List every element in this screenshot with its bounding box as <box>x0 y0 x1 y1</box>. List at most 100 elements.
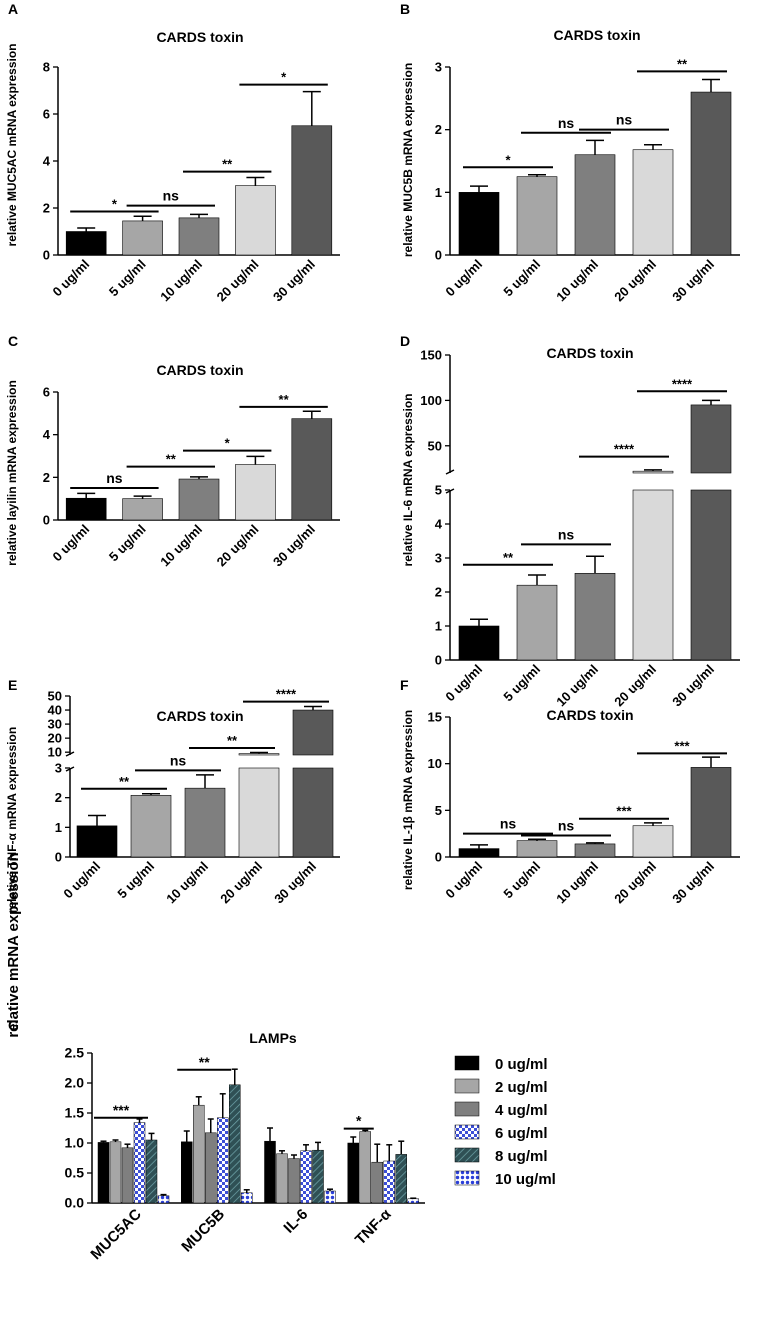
bar <box>157 1195 170 1204</box>
y-tick-label: 2 <box>55 790 62 805</box>
x-tick-label: 10 ug/ml <box>553 662 601 710</box>
bar <box>178 217 220 256</box>
bar <box>292 767 334 858</box>
x-tick-label: 20 ug/ml <box>214 257 262 305</box>
x-tick-label: TNF-α <box>352 1205 395 1248</box>
y-tick-label: 0 <box>55 850 62 865</box>
significance-label: ** <box>199 1054 210 1070</box>
x-tick-label: 30 ug/ml <box>669 859 717 907</box>
x-tick-label: 0 ug/ml <box>60 859 103 902</box>
x-tick-label: MUC5B <box>178 1206 228 1256</box>
bar <box>395 1154 407 1204</box>
x-tick-label: 5 ug/ml <box>106 522 149 565</box>
x-tick-label: 20 ug/ml <box>611 257 659 305</box>
y-tick-label: 6 <box>43 385 50 400</box>
y-tick-label: 2 <box>43 201 50 216</box>
y-tick-label: 1.0 <box>65 1135 85 1151</box>
significance-label: * <box>281 70 287 85</box>
legend-swatch <box>454 1078 480 1094</box>
significance-label: * <box>225 436 231 451</box>
legend-swatch <box>454 1055 480 1071</box>
chart-title: LAMPs <box>249 1030 297 1046</box>
significance-label: ** <box>677 56 688 71</box>
panel-letter: D <box>400 333 410 349</box>
significance-label: ns <box>558 115 575 131</box>
legend-label: 0 ug/ml <box>495 1056 548 1073</box>
bar <box>690 404 732 474</box>
significance-label: ** <box>227 733 238 748</box>
bar <box>181 1141 193 1204</box>
y-tick-label: 30 <box>48 717 62 732</box>
significance-label: ** <box>503 550 514 565</box>
x-tick-label: MUC5AC <box>87 1206 145 1264</box>
x-tick-label: 0 ug/ml <box>50 522 93 565</box>
y-tick-label: 50 <box>48 689 62 704</box>
y-tick-label: 0 <box>435 248 442 263</box>
y-tick-label: 8 <box>43 60 50 75</box>
significance-label: * <box>505 152 511 167</box>
bar <box>516 840 558 858</box>
bar <box>690 91 732 256</box>
y-tick-label: 20 <box>48 731 62 746</box>
axis-break-mark <box>65 751 75 757</box>
y-tick-label: 1 <box>55 820 62 835</box>
significance-label: *** <box>113 1102 130 1118</box>
significance-label: ** <box>222 157 233 172</box>
y-axis-label: relative TNF-α mRNA expression <box>5 727 19 913</box>
legend-swatch <box>454 1147 480 1163</box>
x-tick-label: 5 ug/ml <box>106 257 149 300</box>
significance-label: **** <box>672 376 693 391</box>
x-tick-label: 0 ug/ml <box>442 662 485 705</box>
y-axis-label: relative IL-6 mRNA expression <box>401 394 415 567</box>
y-tick-label: 3 <box>435 551 442 566</box>
bar <box>238 753 280 756</box>
x-tick-label: 5 ug/ml <box>114 859 157 902</box>
y-axis-label: relative layilin mRNA expression <box>5 380 19 566</box>
x-tick-label: 30 ug/ml <box>270 522 318 570</box>
y-tick-label: 4 <box>435 517 443 532</box>
y-tick-label: 0 <box>43 248 50 263</box>
bar <box>458 848 500 858</box>
y-tick-label: 100 <box>420 393 442 408</box>
axis-break-mark <box>445 488 455 494</box>
bar <box>574 843 616 858</box>
x-tick-label: 30 ug/ml <box>669 257 717 305</box>
bar <box>238 767 280 858</box>
bar <box>458 625 500 661</box>
y-tick-label: 1 <box>435 619 442 634</box>
significance-label: **** <box>276 687 297 702</box>
bar <box>122 220 163 256</box>
bar <box>264 1140 276 1204</box>
x-tick-label: 0 ug/ml <box>50 257 93 300</box>
panel-letter: A <box>8 1 18 17</box>
x-tick-label: 20 ug/ml <box>611 662 659 710</box>
y-tick-label: 10 <box>428 756 442 771</box>
bar <box>291 418 333 521</box>
bar <box>288 1158 300 1204</box>
legend-label: 8 ug/ml <box>495 1148 548 1165</box>
y-tick-label: 0 <box>43 513 50 528</box>
legend-label: 10 ug/ml <box>495 1171 556 1188</box>
axis-break-mark <box>445 469 455 475</box>
x-tick-label: 30 ug/ml <box>669 662 717 710</box>
y-tick-label: 0 <box>435 653 442 668</box>
axis-break-mark <box>65 766 75 772</box>
bar <box>241 1192 253 1204</box>
bar <box>109 1141 122 1204</box>
bar <box>371 1161 383 1204</box>
x-tick-label: 20 ug/ml <box>217 859 265 907</box>
y-tick-label: 6 <box>43 107 50 122</box>
y-tick-label: 2 <box>43 470 50 485</box>
panel-letter: B <box>400 1 410 17</box>
bar <box>516 584 558 661</box>
y-tick-label: 10 <box>48 745 62 760</box>
significance-label: ns <box>616 112 633 128</box>
x-tick-label: IL-6 <box>280 1206 311 1237</box>
bar <box>276 1153 288 1204</box>
x-tick-label: 5 ug/ml <box>500 257 543 300</box>
y-tick-label: 0 <box>435 850 442 865</box>
x-tick-label: 10 ug/ml <box>163 859 211 907</box>
bar <box>178 478 220 521</box>
x-tick-label: 20 ug/ml <box>611 859 659 907</box>
panel-f: F CARDS toxin relative IL-1β mRNA expressi… <box>400 677 740 906</box>
